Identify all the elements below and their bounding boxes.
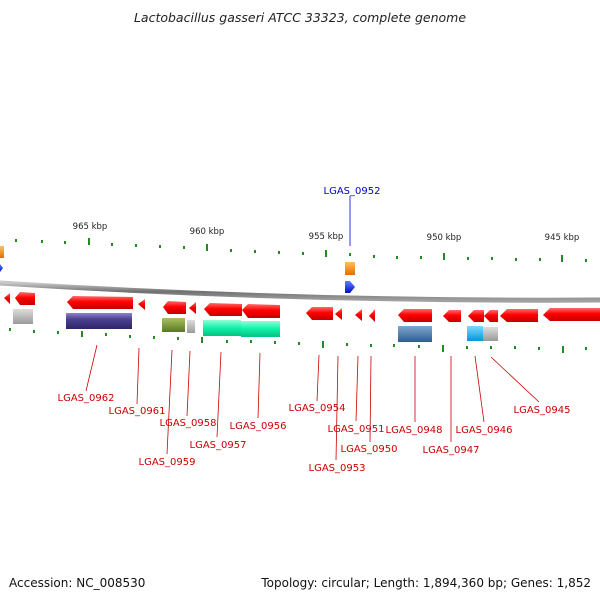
outer-tick-ring xyxy=(15,238,587,262)
arrow-lgas-0947[interactable] xyxy=(443,310,461,322)
arrow-lgas-0946b[interactable] xyxy=(484,310,498,322)
label-lgas-0957[interactable]: LGAS_0957 xyxy=(190,440,247,451)
label-lgas-0959[interactable]: LGAS_0959 xyxy=(139,457,196,468)
grey-feature-left[interactable] xyxy=(13,309,33,324)
seagreen-feature-a[interactable] xyxy=(203,320,241,336)
arrow-lgas-0951[interactable] xyxy=(355,309,362,321)
highlight-gene-label[interactable]: LGAS_0952 xyxy=(324,186,381,197)
leader-lgas-0950 xyxy=(369,355,372,443)
leader-lgas-0957 xyxy=(216,351,222,438)
label-lgas-0962[interactable]: LGAS_0962 xyxy=(58,393,115,404)
arrow-lgas-0961[interactable] xyxy=(138,299,145,310)
label-lgas-0950[interactable]: LGAS_0950 xyxy=(341,444,398,455)
purple-feature[interactable] xyxy=(66,313,132,329)
arrow-lgas-0950[interactable] xyxy=(369,309,375,322)
seagreen-feature-b[interactable] xyxy=(241,321,280,337)
arrow-lgas-0954[interactable] xyxy=(306,307,333,320)
scale-label-945: 945 kbp xyxy=(545,233,580,243)
arrow-lgas-0945a[interactable] xyxy=(500,309,538,322)
gene-labels: LGAS_0945 LGAS_0946 LGAS_0947 LGAS_0948 … xyxy=(58,393,571,474)
gene-arrows xyxy=(4,292,600,322)
map-title: Lactobacillus gasseri ATCC 33323, comple… xyxy=(133,10,467,25)
leader-lgas-0959 xyxy=(166,349,173,455)
orange-feature-near-0952 xyxy=(345,262,355,275)
arrow-lgas-0956[interactable] xyxy=(242,304,280,318)
arrow-lgas-0958[interactable] xyxy=(189,302,196,314)
leader-lgas-0961 xyxy=(136,347,140,405)
scale-label-960: 960 kbp xyxy=(190,227,225,237)
left-edge-blue-arrow xyxy=(0,264,3,272)
arrow-lgas-0953[interactable] xyxy=(335,308,342,320)
label-lgas-0953[interactable]: LGAS_0953 xyxy=(309,463,366,474)
leader-lgas-0946 xyxy=(474,355,485,423)
arrow-lgas-0962[interactable] xyxy=(67,296,133,309)
label-lgas-0961[interactable]: LGAS_0961 xyxy=(109,406,166,417)
grey-feature-right[interactable] xyxy=(483,327,498,341)
olive-feature[interactable] xyxy=(162,318,185,332)
topology-text: Topology: circular; Length: 1,894,360 bp… xyxy=(261,576,591,590)
annotation-features xyxy=(13,309,498,342)
arrow-left-edge-small[interactable] xyxy=(4,293,10,304)
accession-text: Accession: NC_008530 xyxy=(9,576,146,590)
cyan-feature[interactable] xyxy=(467,326,483,341)
arrow-lgas-0948[interactable] xyxy=(398,309,432,322)
inner-tick-ring xyxy=(9,328,587,353)
steelblue-feature[interactable] xyxy=(398,326,432,342)
leader-lgas-0951 xyxy=(355,355,359,422)
arrow-lgas-0959[interactable] xyxy=(163,301,186,314)
leader-lgas-0962 xyxy=(85,344,98,392)
label-lgas-0958[interactable]: LGAS_0958 xyxy=(160,418,217,429)
arrow-lgas-0957[interactable] xyxy=(204,303,242,316)
scale-label-965: 965 kbp xyxy=(73,222,108,232)
label-lgas-0948[interactable]: LGAS_0948 xyxy=(386,425,443,436)
label-lgas-0951[interactable]: LGAS_0951 xyxy=(328,424,385,435)
leader-lgas-0945 xyxy=(490,356,540,403)
leader-lgas-0956 xyxy=(257,352,261,419)
leader-lgas-0954 xyxy=(316,354,320,402)
label-lgas-0946[interactable]: LGAS_0946 xyxy=(456,425,513,436)
left-edge-orange-feature xyxy=(0,246,4,258)
grey-feature-small[interactable] xyxy=(187,320,195,333)
arrow-lgas-0946a[interactable] xyxy=(468,310,484,322)
highlight-gene-arrow[interactable] xyxy=(345,281,355,293)
label-lgas-0947[interactable]: LGAS_0947 xyxy=(423,445,480,456)
scale-label-950: 950 kbp xyxy=(427,233,462,243)
label-lgas-0945[interactable]: LGAS_0945 xyxy=(514,405,571,416)
arrow-lgas-0945b[interactable] xyxy=(543,308,600,321)
scale-label-955: 955 kbp xyxy=(309,232,344,242)
leader-lines xyxy=(85,196,540,461)
leader-lgas-0958 xyxy=(186,350,191,417)
arrow-left-edge[interactable] xyxy=(15,292,35,305)
label-lgas-0956[interactable]: LGAS_0956 xyxy=(230,421,287,432)
label-lgas-0954[interactable]: LGAS_0954 xyxy=(289,403,346,414)
leader-lgas-0953 xyxy=(335,355,339,461)
genome-backbone xyxy=(0,280,600,303)
